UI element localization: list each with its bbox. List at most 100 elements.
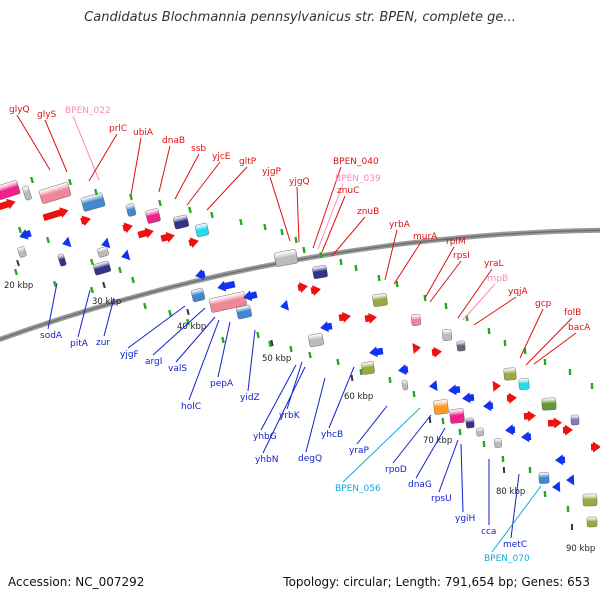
forward-arrow-17 [547, 417, 562, 429]
gc-tick-44 [482, 440, 486, 448]
gene-label-cca: cca [481, 527, 496, 537]
gene-label-yraP: yraP [349, 446, 370, 456]
gene-block-2 [22, 185, 32, 201]
gene-block-22 [93, 260, 111, 276]
axis-tick-label: 20 kbp [4, 281, 33, 291]
gene-label-valS: valS [168, 364, 187, 374]
leader-line-BPEN_022 [72, 115, 100, 181]
leader-line-yjgF [127, 305, 186, 349]
gene-label-murA: murA [413, 232, 438, 242]
gene-block-15 [503, 367, 517, 381]
gene-label-yhcB: yhcB [321, 430, 343, 440]
leader-line-yhbN [262, 366, 306, 454]
gc-tick-41 [412, 390, 416, 398]
forward-arrow-18 [562, 424, 573, 436]
gene-label-rnpB: rnpB [487, 274, 508, 284]
gene-label-glyQ: glyQ [9, 105, 30, 115]
gc-tick-7 [210, 211, 214, 219]
map-title: Candidatus Blochmannia pennsylvanicus st… [84, 10, 516, 25]
reverse-arrow-36 [521, 431, 532, 443]
forward-arrow-10 [338, 311, 351, 323]
reverse-arrow-30 [398, 364, 409, 376]
gene-label-degQ: degQ [298, 454, 322, 464]
gc-tick-16 [377, 274, 381, 282]
gene-block-17 [541, 397, 557, 411]
gc-tick-25 [568, 368, 572, 376]
reverse-arrow-28 [320, 321, 333, 333]
gene-block-29 [433, 399, 449, 415]
topology-summary: Topology: circular; Length: 791,654 bp; … [283, 575, 590, 589]
gene-label-yjcE: yjcE [212, 152, 231, 162]
leader-line-rpoD [392, 414, 432, 464]
gene-label-dnaG: dnaG [408, 480, 432, 490]
gc-tick-45 [501, 455, 505, 463]
forward-arrow-8 [297, 282, 308, 293]
gene-block-5 [125, 203, 137, 217]
gene-label-BPEN_040: BPEN_040 [333, 157, 379, 167]
gene-label-metC: metC [503, 540, 527, 550]
leader-line-yrbK [286, 361, 303, 410]
gc-tick-19 [444, 302, 448, 310]
gene-block-30 [449, 408, 465, 424]
leader-line-holC [188, 319, 220, 401]
gene-block-28 [401, 379, 409, 391]
leader-line-yjgP [269, 176, 291, 242]
leader-line-sodA [47, 282, 58, 330]
gc-tick-12 [302, 246, 306, 254]
gene-label-rpsI: rpsI [453, 251, 470, 261]
gc-tick-14 [339, 258, 343, 266]
leader-line-argI [152, 307, 206, 356]
gc-tick-22 [503, 339, 507, 347]
forward-arrow-16 [523, 410, 536, 422]
leader-line-rpsU [438, 439, 459, 493]
reverse-arrow-34 [483, 400, 494, 412]
gc-tick-40 [388, 376, 392, 384]
gene-label-yrbK: yrbK [279, 411, 301, 421]
gene-block-34 [538, 472, 550, 484]
reverse-arrow-29 [369, 346, 384, 358]
leader-line-valS [175, 316, 216, 363]
leader-line-rpsI [429, 260, 462, 303]
forward-arrow-15 [506, 392, 517, 404]
forward-arrow-9 [310, 285, 321, 296]
gene-block-27 [361, 361, 375, 375]
gc-tick-46 [528, 466, 532, 474]
gene-block-16 [518, 378, 530, 390]
reverse-arrow-25 [217, 280, 236, 292]
gc-tick-3 [94, 188, 98, 196]
gene-label-pepA: pepA [210, 379, 234, 389]
leader-line-zur [103, 297, 115, 337]
gene-block-9 [274, 249, 298, 267]
leader-line-yhcB [328, 366, 355, 429]
gene-block-32 [476, 427, 484, 437]
gc-tick-36 [289, 345, 293, 353]
leader-line-folB [525, 317, 573, 366]
gene-block-31 [465, 417, 475, 429]
axis-tick-label: 30 kbp [92, 297, 121, 307]
gene-block-35 [582, 493, 598, 507]
gc-tick-49 [17, 226, 23, 234]
gc-tick-17 [395, 280, 399, 288]
gc-tick-51 [90, 258, 94, 266]
gene-label-yidZ: yidZ [240, 393, 260, 403]
leader-line-yraP [356, 405, 388, 445]
axis-tick-label: 90 kbp [566, 544, 595, 554]
gene-block-12 [410, 314, 422, 326]
leader-line-yrbA [384, 229, 398, 281]
axis-tick-mark [102, 281, 106, 289]
gene-label-ygiH: ygiH [455, 514, 475, 524]
leader-line-ssb [174, 153, 200, 200]
reverse-arrow-27 [280, 299, 289, 311]
gene-label-sodA: sodA [40, 331, 63, 341]
leader-line-ubiA [130, 137, 142, 196]
reverse-arrow-20 [19, 229, 32, 240]
gc-tick-39 [359, 368, 363, 376]
gc-tick-43 [458, 428, 462, 436]
gc-tick-1 [29, 176, 35, 184]
axis-tick-mark [16, 259, 20, 267]
forward-arrow-7 [188, 237, 199, 249]
forward-arrow-11 [364, 312, 377, 324]
gene-label-rplM: rplM [446, 237, 466, 247]
leader-line-znuC [321, 195, 346, 253]
gene-block-6 [145, 208, 161, 224]
